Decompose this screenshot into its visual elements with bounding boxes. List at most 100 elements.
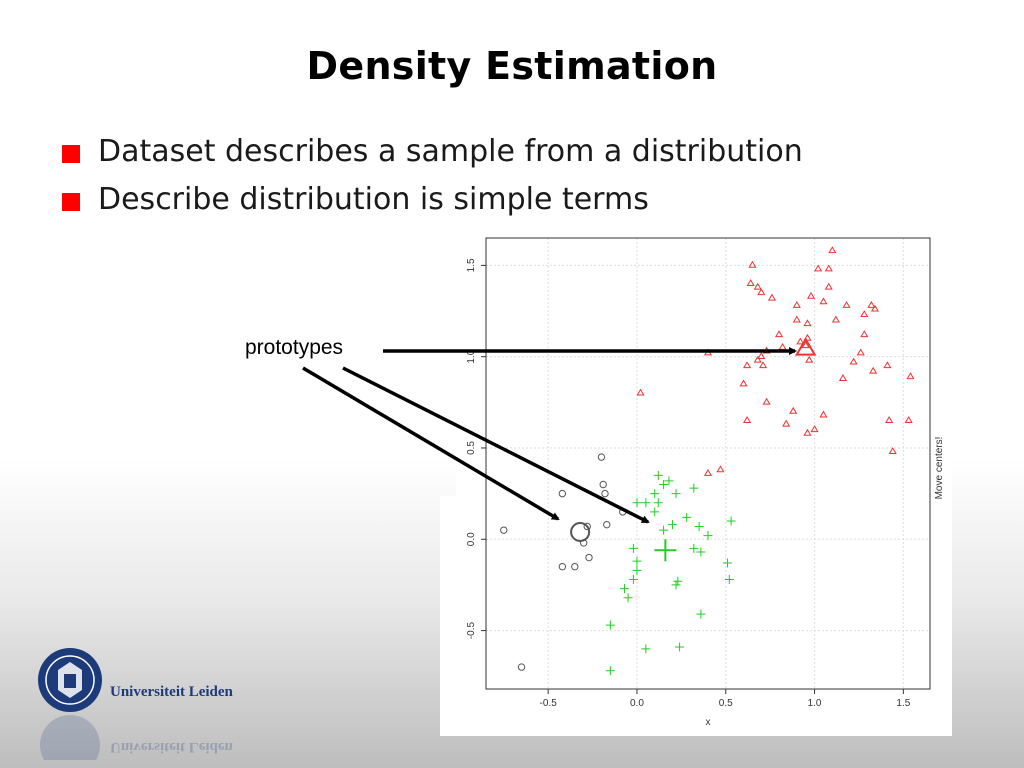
data-point [632, 498, 642, 508]
data-point [867, 300, 876, 308]
data-point [746, 279, 755, 286]
plot-background-panel [440, 496, 952, 736]
bullet-square-icon [62, 192, 80, 211]
data-point [632, 565, 642, 575]
data-point [758, 361, 768, 369]
arrow-to-plus-prototype [342, 366, 650, 524]
data-point [762, 397, 771, 405]
data-point [724, 574, 734, 584]
data-point [869, 366, 878, 374]
prototype-point [570, 521, 591, 542]
y-tick-label: 0.5 [466, 441, 477, 455]
data-point [883, 361, 892, 369]
y-tick-label: 0.0 [466, 532, 477, 546]
data-point [742, 361, 752, 369]
plot-frame [485, 237, 931, 690]
prototypes-label: prototypes [245, 336, 344, 359]
data-point [667, 520, 677, 530]
data-point [517, 663, 526, 671]
data-points [500, 246, 915, 676]
data-point [636, 388, 645, 396]
data-point [828, 246, 837, 254]
data-point [671, 489, 681, 499]
data-point [849, 357, 858, 365]
data-point [671, 580, 681, 590]
x-tick-label: 0.0 [630, 698, 644, 709]
data-point [653, 470, 663, 480]
data-point [742, 416, 752, 423]
data-point [650, 507, 660, 517]
data-point [782, 419, 791, 427]
data-point [696, 547, 706, 557]
data-point [675, 642, 685, 652]
data-point [805, 355, 814, 363]
data-point [856, 348, 865, 356]
data-point [585, 553, 593, 562]
data-point [716, 465, 725, 473]
data-point [558, 562, 567, 571]
university-name-reflection: Universiteit Leiden [110, 739, 233, 755]
data-point [632, 556, 642, 566]
data-point [571, 562, 579, 571]
data-point [819, 410, 828, 418]
data-point [696, 609, 706, 619]
data-point [659, 479, 669, 489]
data-point [597, 453, 606, 461]
data-point [748, 260, 757, 268]
data-point [792, 315, 801, 323]
data-point [689, 543, 699, 553]
data-point [806, 291, 816, 299]
data-point [904, 416, 913, 423]
data-point [603, 520, 611, 529]
bullet-item: Dataset describes a sample from a distri… [62, 134, 803, 169]
slide-title: Density Estimation [306, 44, 718, 88]
data-point [767, 293, 777, 301]
data-point [870, 304, 880, 312]
data-point [689, 483, 699, 493]
data-point [653, 498, 663, 508]
data-point [500, 526, 508, 534]
y-tick-label: 1.0 [466, 349, 477, 363]
data-point [757, 288, 766, 296]
data-point [803, 428, 812, 436]
data-point [860, 330, 869, 338]
x-tick-label: 1.0 [808, 698, 822, 709]
data-point [860, 310, 869, 318]
data-point [906, 372, 915, 380]
data-point [888, 447, 897, 454]
data-point [605, 620, 615, 630]
data-point [628, 574, 638, 584]
data-point [628, 543, 638, 553]
bullet-text: Dataset describes a sample from a distri… [98, 134, 803, 169]
data-point [673, 576, 683, 586]
arrow-to-circle-prototype [302, 366, 560, 521]
data-point [682, 512, 692, 522]
data-point [789, 406, 798, 414]
data-point [819, 297, 828, 305]
data-point [601, 489, 609, 498]
x-tick-label: 0.5 [719, 698, 733, 709]
data-point [558, 489, 567, 498]
prototype-point [654, 539, 677, 562]
plot-background-top [456, 236, 952, 496]
axis-ticks: -0.5 0.0 0.5 1.0 1.5 -0.5 0.0 0.5 1.0 1.5 [466, 258, 911, 709]
move-centers-label: Move centers! [934, 437, 945, 500]
data-point [703, 468, 713, 476]
x-tick-label: 1.5 [896, 698, 910, 709]
data-point [814, 264, 823, 272]
data-point [623, 593, 633, 603]
data-point [659, 525, 669, 535]
data-point [824, 282, 833, 290]
data-point [774, 330, 784, 338]
data-point [757, 352, 766, 360]
data-point [796, 337, 805, 345]
data-point [583, 522, 591, 531]
data-point [831, 315, 840, 323]
data-point [739, 379, 748, 387]
data-point [664, 476, 674, 486]
data-point [803, 319, 812, 327]
university-name: Universiteit Leiden [110, 684, 233, 700]
data-point [801, 341, 810, 349]
y-tick-label: -0.5 [466, 622, 477, 640]
data-point [838, 374, 848, 381]
